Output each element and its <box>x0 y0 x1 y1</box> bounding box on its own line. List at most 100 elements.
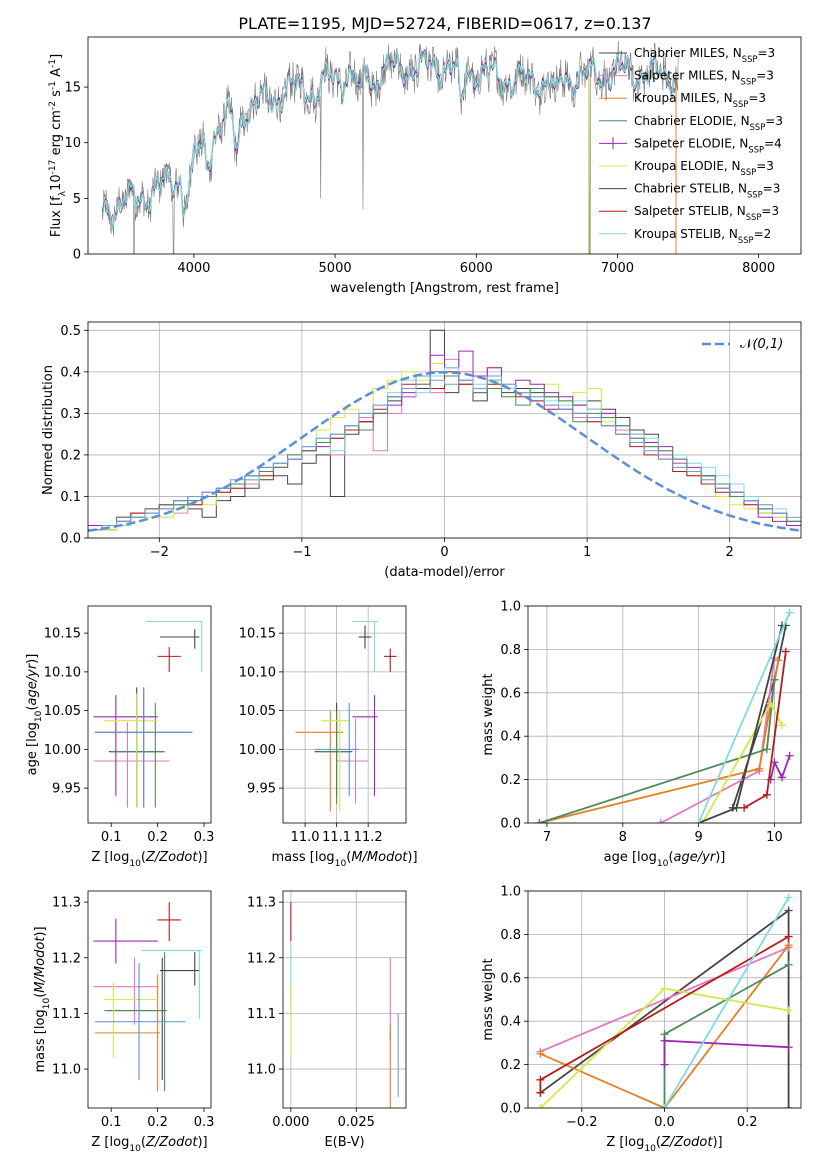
mass-weight-point <box>740 803 749 812</box>
axes-frame <box>282 605 407 824</box>
mass-weight-point <box>536 1075 545 1084</box>
y-tick-label: 11.1 <box>52 1007 81 1022</box>
mass-weight-line <box>540 946 789 1053</box>
mass-weight-point <box>660 1060 669 1069</box>
mass-weight-line <box>660 657 776 823</box>
x-tick-label: 0.0 <box>654 1115 675 1130</box>
plot-area <box>295 620 397 812</box>
plot-area <box>536 893 793 1108</box>
mass-weight-point <box>762 745 771 754</box>
x-tick-label: 9 <box>694 830 702 845</box>
y-tick-label: 11.0 <box>52 1063 81 1078</box>
mass-weight-point <box>784 906 793 915</box>
mass-weight-point <box>784 893 793 902</box>
y-tick-label: 10 <box>64 136 81 151</box>
y-tick-label: 0.1 <box>60 490 81 505</box>
x-axis-label: E(B-V) <box>324 1135 364 1150</box>
x-axis-label: Z [log10(Z/Zodot)] <box>91 1135 207 1154</box>
x-axis-label: Z [log10(Z/Zodot)] <box>91 850 207 869</box>
mass-vs-metallicity-panel: 0.1 0.2 0.3 11.0 11.1 11.2 11.3 Z [log10(Z/Zodo… <box>33 890 214 1154</box>
x-tick-label: 0.025 <box>338 1115 375 1130</box>
y-axis-label: mass weight <box>481 958 496 1040</box>
y-tick-label: 0.5 <box>60 324 81 339</box>
x-tick-label: 10 <box>766 830 783 845</box>
y-tick-label: 0 <box>73 248 81 263</box>
mass-weight-line <box>539 660 780 823</box>
x-tick-label: −2 <box>150 545 169 560</box>
y-tick-label: 9.95 <box>52 782 81 797</box>
y-tick-label: 0.2 <box>60 448 81 463</box>
legend-label: Salpeter MILES, NSSP=3 <box>634 69 774 87</box>
x-tick-label: 11.1 <box>322 830 351 845</box>
mass-weight-line <box>663 964 790 1108</box>
y-tick-label: 10.05 <box>239 704 276 719</box>
x-tick-label: 0.2 <box>737 1115 758 1130</box>
y-axis-label: Normed distribution <box>41 365 56 495</box>
plot-area <box>101 40 679 254</box>
y-tick-label: 0.6 <box>500 686 521 701</box>
y-tick-label: 0.4 <box>500 1015 521 1030</box>
x-tick-label: 0.3 <box>194 830 215 845</box>
x-tick-label: 1 <box>583 545 591 560</box>
mass-weight-point <box>535 819 544 823</box>
legend-label: Salpeter STELIB, NSSP=3 <box>634 204 779 222</box>
x-tick-label: 8000 <box>742 261 775 276</box>
y-tick-label: 0.2 <box>500 773 521 788</box>
spectrum-panel: 4000 5000 6000 7000 8000 0 5 10 15 wavelength [An… <box>48 36 802 296</box>
x-axis-label: mass [log10(M/Modot)] <box>271 850 417 869</box>
y-tick-label: 1.0 <box>500 885 521 900</box>
x-axis-label: age [log10(age/yr)] <box>604 850 726 869</box>
legend-label: Chabrier ELODIE, NSSP=3 <box>634 114 783 132</box>
mass-weight-point <box>694 819 703 823</box>
mass-weight-point <box>766 699 775 708</box>
mass-weight-point <box>660 1036 669 1045</box>
mass-weight-point <box>660 1104 669 1108</box>
y-tick-label: 10.05 <box>44 704 81 719</box>
mass-weight-line <box>663 1039 789 1065</box>
legend-label: Kroupa STELIB, NSSP=2 <box>634 227 771 245</box>
mass-weight-point <box>784 1043 793 1052</box>
mass-weight-point <box>784 932 793 941</box>
residual-histogram-panel: −2 −1 0 1 2 0.0 0.1 0.2 0.3 0.4 0.5 (data-model)/er… <box>41 321 802 580</box>
y-tick-label: 0.4 <box>60 365 81 380</box>
mass-weight-point <box>656 819 665 823</box>
mass-weight-vs-age-panel: 7 8 9 10 0.0 0.2 0.4 0.6 0.8 1.0 age [log10(age/yr… <box>481 600 802 869</box>
mass-weight-point <box>785 751 794 760</box>
y-tick-label: 0.0 <box>500 1102 521 1117</box>
x-tick-label: 11.2 <box>354 830 383 845</box>
mass-weight-point <box>778 721 787 730</box>
y-tick-label: 0.8 <box>500 928 521 943</box>
mass-weight-point <box>785 608 794 617</box>
axes-frame <box>87 890 212 1109</box>
axes-frame <box>527 890 802 1109</box>
age-vs-mass-panel: 11.0 11.1 11.2 9.95 10.00 10.05 10.10 10.15 mass… <box>239 605 418 869</box>
y-axis-label: mass [log10(M/Modot)] <box>33 926 52 1072</box>
mass-weight-vs-metallicity-panel: −0.2 0.0 0.2 0.0 0.2 0.4 0.6 0.8 1.0 Z [log10(Z/Z… <box>481 885 802 1154</box>
y-tick-label: 0.4 <box>500 730 521 745</box>
y-tick-label: 0.3 <box>60 407 81 422</box>
model-spectrum-ks <box>101 48 677 231</box>
mass-weight-line <box>769 755 791 780</box>
x-tick-label: 8 <box>619 830 627 845</box>
legend-label: Chabrier MILES, NSSP=3 <box>634 46 775 64</box>
plot-area <box>290 902 399 1108</box>
y-tick-label: 11.2 <box>247 951 276 966</box>
y-tick-label: 10.00 <box>44 743 81 758</box>
mass-weight-point <box>784 941 793 950</box>
legend-label: Chabrier STELIB, NSSP=3 <box>634 182 780 200</box>
mass-weight-line <box>539 679 776 823</box>
age-vs-metallicity-panel: 0.1 0.2 0.3 9.95 10.00 10.05 10.10 10.15 Z [log1… <box>25 605 215 869</box>
x-tick-label: 7000 <box>601 261 634 276</box>
mass-weight-point <box>660 984 669 993</box>
legend-label: Kroupa ELODIE, NSSP=3 <box>634 159 774 177</box>
legend-label: Kroupa MILES, NSSP=3 <box>634 91 766 109</box>
x-tick-label: 5000 <box>319 261 352 276</box>
y-tick-label: 11.0 <box>247 1063 276 1078</box>
y-tick-label: 10.15 <box>44 627 81 642</box>
mass-weight-point <box>536 1104 545 1108</box>
y-tick-label: 0.2 <box>500 1058 521 1073</box>
legend-label: Salpeter ELODIE, NSSP=4 <box>634 136 782 154</box>
x-tick-label: 2 <box>726 545 734 560</box>
x-tick-label: 6000 <box>460 261 493 276</box>
y-axis-label: mass weight <box>481 673 496 755</box>
